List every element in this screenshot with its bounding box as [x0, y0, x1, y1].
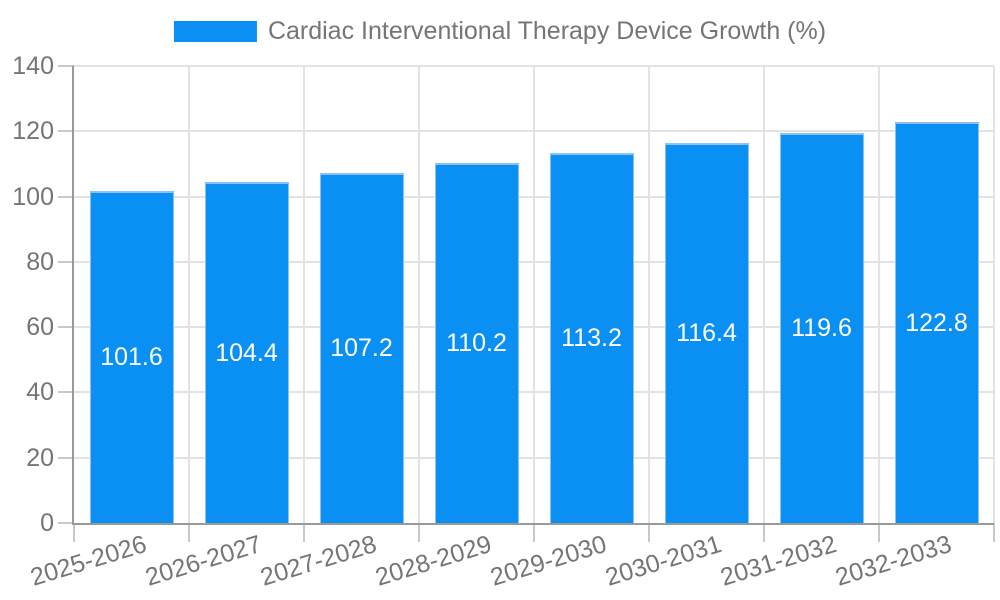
- y-axis-label: 0: [40, 509, 54, 537]
- x-axis-label-text: 2032-2033: [832, 530, 955, 592]
- bar-value-label: 110.2: [446, 329, 507, 358]
- legend-label: Cardiac Interventional Therapy Device Gr…: [267, 17, 827, 45]
- legend[interactable]: Cardiac Interventional Therapy Device Gr…: [173, 17, 827, 46]
- y-axis-label: 20: [26, 443, 54, 472]
- bar: [894, 122, 979, 523]
- x-axis-tick: [993, 523, 995, 542]
- grid-line-vertical: [188, 66, 190, 523]
- grid-line-vertical: [763, 66, 765, 523]
- y-axis-tick: [58, 456, 74, 459]
- x-axis-tick: [533, 523, 535, 542]
- legend-swatch: [173, 21, 257, 42]
- bar: [204, 182, 289, 523]
- bar: [434, 163, 519, 523]
- x-axis-tick: [73, 523, 75, 542]
- bar: [779, 132, 864, 523]
- x-axis-tick: [763, 523, 765, 542]
- y-axis-label: 100: [12, 182, 54, 211]
- y-axis-tick: [58, 65, 74, 67]
- bar-value-label: 116.4: [676, 319, 737, 348]
- x-axis-tick: [303, 523, 305, 542]
- y-axis-tick: [58, 326, 74, 329]
- x-axis-line: [72, 523, 994, 525]
- bar-value-label: 113.2: [561, 324, 622, 353]
- y-axis-label: 40: [26, 378, 54, 407]
- grid-line-vertical: [993, 66, 995, 523]
- x-axis-tick: [878, 523, 880, 542]
- bar-value-label: 101.6: [100, 343, 163, 372]
- x-axis-tick: [648, 523, 650, 542]
- y-axis-tick: [58, 391, 74, 394]
- y-axis-tick: [58, 260, 74, 263]
- x-axis-tick: [188, 523, 190, 542]
- x-axis-label: 2032-2033: [547, 530, 955, 592]
- y-axis-line: [72, 66, 74, 523]
- y-axis-label: 120: [12, 117, 54, 146]
- grid-line-vertical: [648, 66, 650, 523]
- bar-value-label: 107.2: [330, 334, 393, 363]
- y-axis-label: 60: [26, 313, 54, 342]
- bar: [549, 153, 634, 523]
- bar-value-label: 119.6: [791, 313, 852, 342]
- bar: [89, 191, 174, 523]
- grid-line-vertical: [418, 66, 420, 523]
- grid-line-vertical: [533, 66, 535, 523]
- bar-value-label: 104.4: [215, 338, 278, 367]
- y-axis-label: 140: [12, 52, 54, 80]
- bar: [319, 173, 404, 523]
- grid-line-vertical: [303, 66, 305, 523]
- bar: [664, 143, 749, 523]
- y-axis-label: 80: [26, 247, 54, 276]
- y-axis-tick: [58, 130, 74, 133]
- y-axis-tick: [58, 522, 74, 524]
- y-axis-tick: [58, 195, 74, 198]
- grid-line-vertical: [878, 66, 880, 523]
- bar-value-label: 122.8: [905, 308, 968, 337]
- x-axis-tick: [418, 523, 420, 542]
